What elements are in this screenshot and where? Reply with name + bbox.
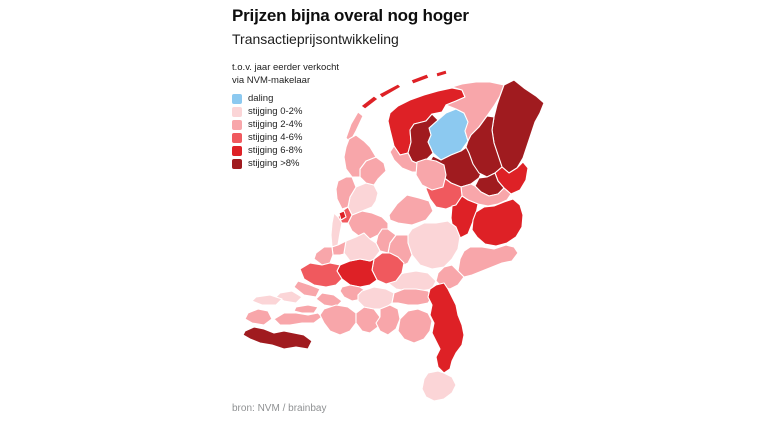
region-breda bbox=[355, 306, 381, 334]
region-walcheren bbox=[244, 308, 273, 326]
legend-swatch-s6_8 bbox=[232, 145, 242, 156]
legend-label-s0_2: stijging 0-2% bbox=[248, 106, 303, 117]
region-woerden bbox=[336, 258, 378, 288]
region-vlieland bbox=[360, 95, 379, 110]
region-noord-limburg bbox=[427, 282, 465, 374]
source-credit: bron: NVM / brainbay bbox=[232, 403, 327, 414]
page-title: Prijzen bijna overal nog hoger bbox=[232, 6, 469, 25]
region-ijmond bbox=[338, 210, 347, 221]
legend-swatch-s2_4 bbox=[232, 119, 242, 130]
region-oss-uden bbox=[391, 288, 433, 306]
legend-label-s6_8: stijging 6-8% bbox=[248, 145, 303, 156]
region-zuid-limburg bbox=[421, 370, 457, 402]
legend-swatch-daling bbox=[232, 93, 242, 104]
legend-swatch-s0_2 bbox=[232, 106, 242, 117]
region-ameland bbox=[410, 73, 430, 85]
legend-label-s4_6: stijging 4-6% bbox=[248, 132, 303, 143]
region-terschelling bbox=[378, 83, 402, 99]
region-schiermonnikoog bbox=[435, 69, 448, 78]
legend-row-s8p: stijging >8% bbox=[232, 157, 302, 170]
map-note-line2: via NVM-makelaar bbox=[232, 74, 311, 86]
legend-row-s0_2: stijging 0-2% bbox=[232, 105, 302, 118]
legend-row-daling: daling bbox=[232, 92, 302, 105]
legend-swatch-s8p bbox=[232, 158, 242, 169]
region-zeeuws-vlaanderen bbox=[242, 326, 313, 350]
region-veluwe bbox=[407, 220, 461, 270]
region-amsterdam bbox=[347, 210, 389, 240]
legend-label-s8p: stijging >8% bbox=[248, 158, 300, 169]
legend-label-s2_4: stijging 2-4% bbox=[248, 119, 303, 130]
region-kop-noordholland bbox=[343, 134, 377, 178]
region-flevoland bbox=[388, 194, 434, 226]
map-note: t.o.v. jaar eerder verkocht via NVM-make… bbox=[232, 62, 339, 87]
page-subtitle: Transactieprijsontwikkeling bbox=[232, 31, 399, 47]
region-west-brabant bbox=[319, 304, 357, 336]
region-eindhoven bbox=[397, 308, 433, 344]
legend-row-s6_8: stijging 6-8% bbox=[232, 144, 302, 157]
legend: daling stijging 0-2% stijging 2-4% stijging… bbox=[232, 92, 302, 170]
legend-row-s2_4: stijging 2-4% bbox=[232, 118, 302, 131]
legend-swatch-s4_6 bbox=[232, 132, 242, 143]
region-tilburg bbox=[375, 304, 401, 336]
region-salland bbox=[450, 195, 479, 239]
region-voorne-putten bbox=[293, 280, 321, 298]
region-twente bbox=[471, 198, 524, 247]
legend-label-daling: daling bbox=[248, 93, 274, 104]
region-rotterdam bbox=[299, 262, 343, 288]
region-assen bbox=[465, 115, 503, 178]
region-groene-hart bbox=[343, 232, 381, 262]
legend-row-s4_6: stijging 4-6% bbox=[232, 131, 302, 144]
map-note-line1: t.o.v. jaar eerder verkocht bbox=[232, 62, 340, 73]
region-tholen bbox=[293, 304, 319, 314]
region-den-haag bbox=[313, 246, 334, 266]
region-schouwen bbox=[251, 294, 283, 306]
region-beveland bbox=[273, 312, 323, 326]
region-noordoostpolder bbox=[415, 158, 447, 191]
region-achterhoek bbox=[457, 244, 519, 278]
region-alkmaar bbox=[335, 176, 357, 210]
